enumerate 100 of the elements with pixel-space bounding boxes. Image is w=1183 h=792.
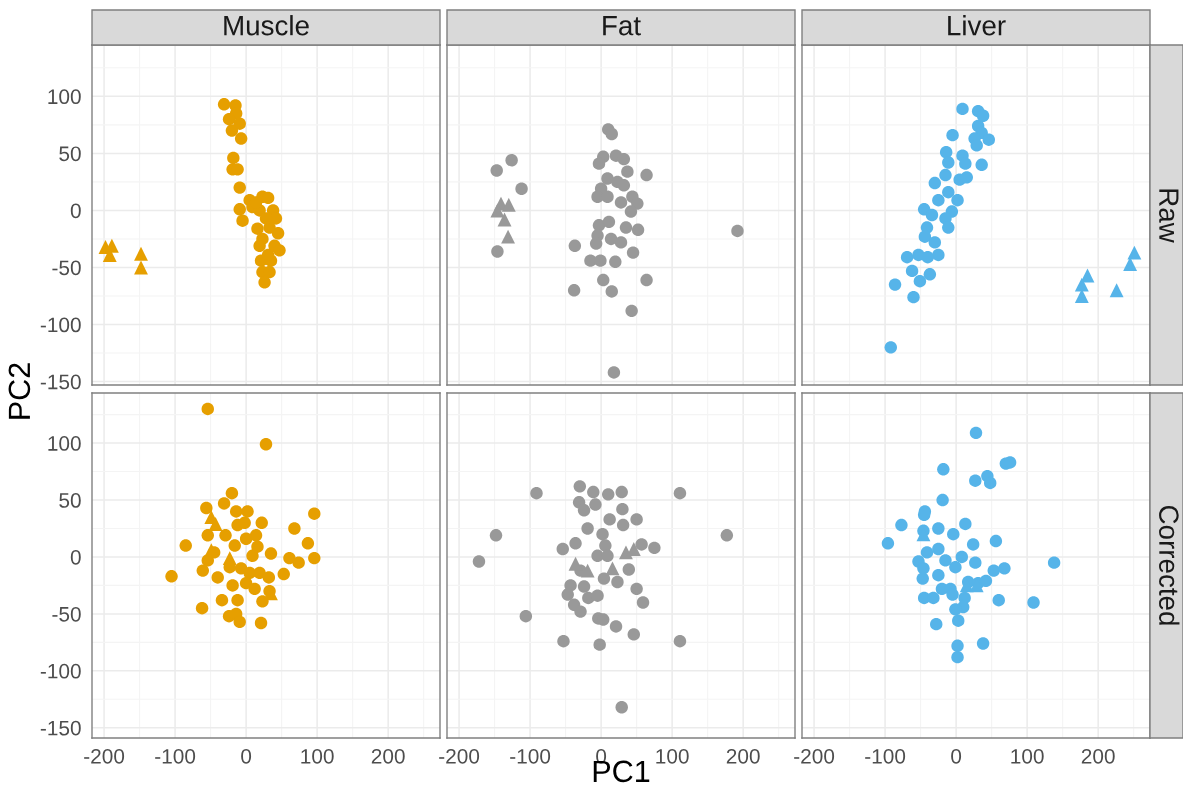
point <box>225 124 239 137</box>
y-tick-label: 100 <box>48 89 81 105</box>
point <box>255 516 268 530</box>
x-tick-label: -200 <box>439 748 480 764</box>
point <box>630 582 643 596</box>
point <box>611 575 624 589</box>
point <box>599 539 612 552</box>
point <box>225 486 239 500</box>
x-tick-label: 200 <box>371 748 405 764</box>
point <box>614 196 628 209</box>
point <box>501 197 516 212</box>
point <box>262 571 276 584</box>
point <box>301 537 315 550</box>
point <box>626 246 640 259</box>
point <box>601 549 614 563</box>
point <box>557 635 570 648</box>
point <box>288 522 301 535</box>
x-tick-label: 0 <box>951 748 962 764</box>
point <box>605 285 618 298</box>
point <box>951 639 964 652</box>
point <box>989 534 1003 548</box>
point <box>617 179 631 192</box>
point <box>970 139 983 152</box>
y-tick-label: -100 <box>40 317 81 333</box>
y-tick-label: 100 <box>48 436 81 451</box>
point <box>233 203 246 216</box>
x-tick-label: 100 <box>656 748 689 764</box>
point <box>491 245 504 258</box>
point <box>624 205 638 218</box>
point <box>951 193 964 207</box>
chart-title: Muscle <box>224 15 309 36</box>
point <box>233 615 246 629</box>
point <box>731 224 744 238</box>
point <box>913 274 927 288</box>
point <box>609 620 623 633</box>
point <box>976 637 990 650</box>
point <box>956 102 969 116</box>
point <box>1047 556 1061 569</box>
point <box>673 486 687 500</box>
point <box>246 549 259 563</box>
point <box>228 539 241 552</box>
point <box>567 284 581 297</box>
point <box>490 203 505 218</box>
point <box>937 463 950 476</box>
point <box>211 571 224 584</box>
y-tick-label: 0 <box>70 203 81 219</box>
point <box>603 513 616 526</box>
point <box>614 236 628 249</box>
point <box>912 248 925 262</box>
point <box>226 579 239 592</box>
point <box>1074 289 1089 303</box>
point <box>195 601 209 615</box>
chart-title: Fat <box>603 16 641 36</box>
point <box>636 596 650 609</box>
point <box>277 567 290 581</box>
point <box>602 215 616 229</box>
point <box>229 505 243 518</box>
point <box>196 564 209 577</box>
point <box>635 538 648 551</box>
point <box>936 493 949 507</box>
point <box>273 244 286 257</box>
y-tick-label: 0 <box>70 549 81 565</box>
point <box>932 568 945 582</box>
point <box>593 638 606 651</box>
point <box>951 650 964 664</box>
point <box>259 438 273 451</box>
point <box>604 232 618 246</box>
point <box>920 546 934 559</box>
y-tick-label: -150 <box>40 720 81 736</box>
point <box>982 133 995 146</box>
point <box>217 98 231 111</box>
point <box>227 151 240 165</box>
point <box>932 542 945 556</box>
point <box>966 538 980 551</box>
point <box>992 594 1005 607</box>
point <box>987 564 1000 577</box>
x-tick-label: 200 <box>1081 748 1115 764</box>
point <box>217 497 231 510</box>
y-tick-label: 50 <box>59 146 81 162</box>
point <box>577 580 591 593</box>
point <box>975 158 988 172</box>
point <box>1109 283 1124 298</box>
y-tick-label: 50 <box>59 493 81 508</box>
point <box>233 181 246 194</box>
point <box>556 542 569 556</box>
point <box>597 273 610 287</box>
point <box>592 157 606 170</box>
point <box>587 485 600 499</box>
point <box>969 426 983 440</box>
point <box>489 529 503 542</box>
point <box>308 551 321 565</box>
point <box>617 152 631 166</box>
point <box>946 588 959 601</box>
point <box>569 537 582 550</box>
point <box>960 171 973 184</box>
y-axis-title: PC2 <box>8 363 31 419</box>
point <box>979 574 993 588</box>
point <box>256 232 269 246</box>
point <box>932 248 945 262</box>
point <box>969 474 982 487</box>
